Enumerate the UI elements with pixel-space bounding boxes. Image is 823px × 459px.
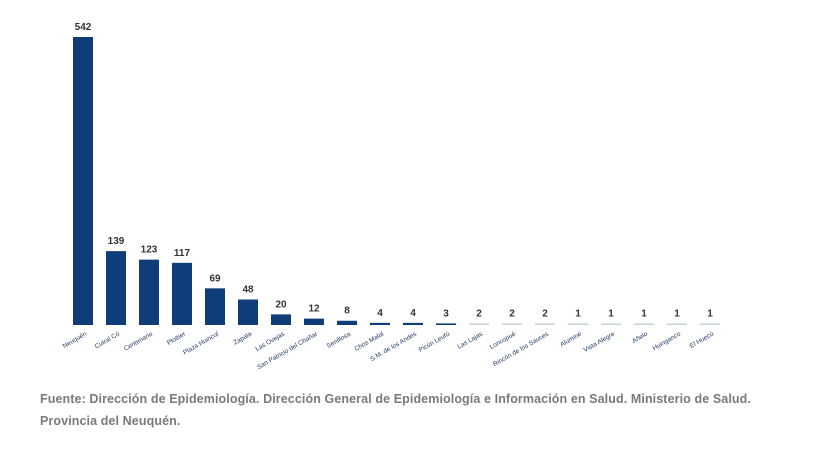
source-footnote: Fuente: Dirección de Epidemiología. Dire… — [40, 392, 751, 428]
bar — [304, 318, 324, 325]
bar — [700, 323, 720, 325]
data-label: 2 — [509, 309, 515, 320]
data-label: 12 — [308, 304, 320, 315]
bar — [667, 323, 687, 325]
bar — [139, 259, 159, 325]
bar — [73, 37, 93, 325]
data-label: 4 — [377, 308, 383, 319]
bar — [337, 320, 357, 325]
bar — [370, 322, 390, 325]
data-label: 48 — [242, 284, 254, 295]
data-label: 1 — [674, 309, 680, 320]
x-tick-label: Añelo — [631, 330, 649, 345]
bar — [238, 299, 258, 325]
data-label: 8 — [344, 306, 350, 317]
data-label: 139 — [108, 236, 125, 247]
bar — [106, 251, 126, 325]
x-tick-label: Aluminé — [559, 330, 583, 348]
bar — [205, 288, 225, 325]
bar — [535, 323, 555, 325]
x-tick-label: Senillosa — [326, 330, 353, 349]
bar — [568, 323, 588, 325]
bar — [172, 262, 192, 325]
data-label: 1 — [641, 309, 647, 320]
x-tick-label: Plottier — [166, 330, 188, 347]
x-tick-label: Picún Leufú — [418, 330, 452, 353]
x-tick-label: Centenario — [123, 330, 154, 352]
data-label: 69 — [209, 273, 221, 284]
x-tick-label: Cutral Có — [94, 330, 122, 350]
x-tick-label: Vista Alegre — [583, 330, 617, 354]
data-label: 2 — [476, 309, 482, 320]
data-label: 20 — [275, 299, 287, 310]
bar — [403, 322, 423, 325]
data-label: 542 — [75, 22, 92, 33]
data-label: 2 — [542, 309, 548, 320]
x-tick-label: Loncopué — [489, 330, 518, 351]
x-tick-label: Zapala — [232, 330, 253, 346]
bar — [436, 323, 456, 325]
bar — [634, 323, 654, 325]
x-tick-label: Plaza Huincul — [182, 330, 220, 356]
x-tick-label: Las Lajas — [456, 330, 484, 350]
data-label: 1 — [608, 309, 614, 320]
x-tick-label: San Patricio del Chañar — [256, 330, 320, 371]
x-tick-label: Huinganco — [652, 330, 683, 352]
x-tick-label: Rincón de los Sauces — [492, 330, 551, 368]
bar — [271, 314, 291, 325]
bar — [469, 323, 489, 325]
data-label: 123 — [141, 245, 158, 256]
data-label: 4 — [410, 308, 416, 319]
x-tick-label: El Huecú — [689, 330, 716, 349]
bar — [601, 323, 621, 325]
data-label: 117 — [174, 248, 191, 259]
data-label: 3 — [443, 308, 449, 319]
x-tick-label: Neuquén — [62, 330, 89, 349]
data-label: 1 — [707, 309, 713, 320]
bar — [502, 323, 522, 325]
data-label: 1 — [575, 309, 581, 320]
